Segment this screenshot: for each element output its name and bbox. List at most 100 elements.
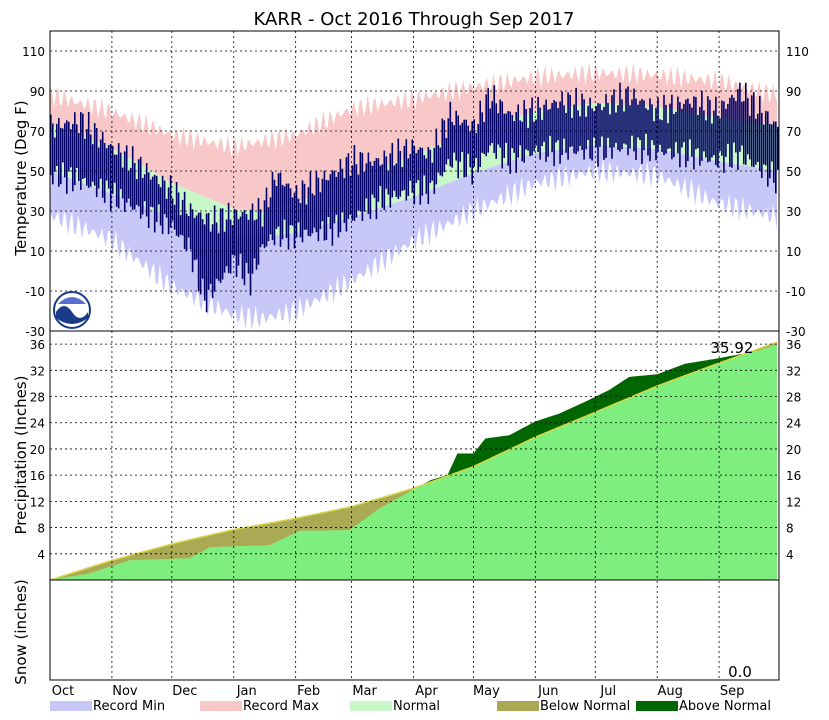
observed-temperature-bar bbox=[325, 179, 328, 240]
observed-temperature-bar bbox=[95, 128, 98, 198]
observed-temperature-bar bbox=[129, 167, 132, 207]
temperature-tick-label-left: -10 bbox=[25, 285, 45, 299]
observed-temperature-bar bbox=[665, 104, 667, 154]
observed-temperature-bar bbox=[117, 143, 120, 209]
observed-temperature-bar bbox=[695, 97, 697, 150]
observed-temperature-bar bbox=[229, 219, 232, 274]
observed-temperature-bar bbox=[617, 105, 619, 150]
observed-temperature-bar bbox=[613, 89, 615, 148]
precipitation-tick-label-right: 8 bbox=[786, 522, 794, 536]
observed-temperature-bar bbox=[625, 88, 627, 145]
observed-temperature-bar bbox=[123, 151, 126, 212]
observed-temperature-bar bbox=[447, 118, 450, 160]
observed-temperature-bar bbox=[753, 92, 755, 168]
observed-temperature-bar bbox=[87, 112, 90, 188]
observed-temperature-bar bbox=[387, 170, 390, 195]
observed-temperature-bar bbox=[703, 110, 705, 152]
observed-temperature-bar bbox=[347, 153, 350, 219]
observed-temperature-bar bbox=[465, 119, 467, 177]
month-tick-label: Apr bbox=[415, 684, 438, 699]
observed-temperature-bar bbox=[279, 172, 282, 247]
observed-temperature-bar bbox=[487, 88, 489, 153]
observed-temperature-bar bbox=[475, 132, 477, 158]
observed-temperature-bar bbox=[165, 198, 168, 218]
observed-temperature-bar bbox=[80, 112, 82, 190]
observed-temperature-bar bbox=[195, 215, 198, 260]
observed-temperature-bar bbox=[84, 138, 86, 178]
legend-label: Above Normal bbox=[679, 699, 771, 714]
observed-temperature-bar bbox=[697, 115, 699, 149]
observed-temperature-bar bbox=[311, 193, 314, 234]
temperature-tick-label-right: -10 bbox=[786, 285, 806, 299]
precipitation-tick-label-right: 16 bbox=[786, 469, 801, 483]
observed-temperature-bar bbox=[505, 113, 507, 143]
observed-temperature-bar bbox=[359, 152, 362, 212]
observed-temperature-bar bbox=[289, 188, 292, 226]
observed-temperature-bar bbox=[547, 109, 549, 157]
precipitation-normal-line bbox=[49, 341, 778, 581]
observed-temperature-bar bbox=[687, 98, 689, 161]
observed-temperature-bar bbox=[459, 125, 461, 162]
observed-temperature-bar bbox=[127, 170, 130, 199]
observed-temperature-bar bbox=[493, 85, 495, 153]
observed-temperature-bar bbox=[64, 123, 66, 178]
legend-label: Below Normal bbox=[540, 699, 630, 714]
observed-temperature-bar bbox=[449, 101, 452, 167]
observed-temperature-bar bbox=[381, 164, 384, 208]
observed-temperature-bar bbox=[183, 191, 186, 249]
observed-temperature-bar bbox=[603, 107, 605, 160]
observed-temperature-bar bbox=[353, 145, 356, 221]
observed-temperature-bar bbox=[615, 112, 617, 143]
observed-temperature-bar bbox=[635, 98, 637, 160]
observed-temperature-bar bbox=[491, 101, 493, 143]
observed-temperature-bar bbox=[623, 111, 625, 144]
observed-temperature-bar bbox=[689, 103, 691, 140]
observed-temperature-bar bbox=[86, 129, 88, 186]
observed-temperature-bar bbox=[135, 179, 138, 205]
observed-temperature-bar bbox=[271, 171, 274, 241]
observed-temperature-bar bbox=[365, 163, 368, 199]
temperature-tick-label-right: 30 bbox=[786, 205, 801, 219]
observed-temperature-bar bbox=[91, 144, 94, 182]
observed-temperature-bar bbox=[163, 180, 166, 214]
precipitation-tick-label-right: 20 bbox=[786, 443, 801, 457]
observed-temperature-bar bbox=[469, 131, 471, 168]
observed-temperature-bar bbox=[533, 121, 535, 152]
observed-temperature-bar bbox=[673, 114, 675, 158]
observed-temperature-bar bbox=[269, 197, 272, 235]
observed-temperature-bar bbox=[72, 124, 74, 192]
observed-temperature-bar bbox=[503, 113, 505, 158]
observed-temperature-bar bbox=[467, 125, 469, 154]
observed-temperature-bar bbox=[237, 219, 240, 266]
observed-temperature-bar bbox=[433, 147, 436, 194]
observed-temperature-bar bbox=[631, 99, 633, 136]
observed-temperature-bar bbox=[161, 175, 164, 235]
observed-temperature-bar bbox=[763, 124, 765, 165]
observed-temperature-bar bbox=[761, 112, 763, 179]
observed-temperature-bar bbox=[243, 210, 246, 286]
observed-temperature-bar bbox=[699, 106, 701, 166]
precipitation-panel: 4 4 8 8 12 12 16 16 20 20 24 24 28 28 32 32 36 36 bbox=[30, 330, 801, 581]
observed-temperature-bar bbox=[607, 102, 609, 138]
observed-temperature-bar bbox=[239, 216, 242, 254]
precipitation-tick-label-left: 28 bbox=[30, 391, 45, 405]
observed-temperature-bar bbox=[399, 150, 402, 197]
observed-temperature-bar bbox=[501, 101, 503, 169]
observed-temperature-bar bbox=[263, 200, 266, 249]
observed-temperature-bar bbox=[587, 105, 589, 140]
observed-temperature-bar bbox=[619, 82, 621, 152]
observed-temperature-bar bbox=[667, 123, 669, 149]
observed-temperature-bar bbox=[131, 146, 134, 210]
observed-temperature-bar bbox=[56, 123, 58, 166]
observed-temperature-bar bbox=[303, 183, 306, 230]
observed-temperature-bar bbox=[419, 147, 422, 205]
precipitation-tick-label-left: 4 bbox=[37, 548, 45, 562]
observed-temperature-bar bbox=[489, 108, 491, 146]
observed-temperature-bar bbox=[425, 158, 428, 194]
observed-temperature-bar bbox=[531, 97, 533, 156]
observed-temperature-bar bbox=[309, 171, 312, 237]
observed-temperature-bar bbox=[535, 119, 537, 146]
observed-temperature-bar bbox=[463, 119, 465, 178]
observed-temperature-bar bbox=[655, 107, 657, 161]
observed-temperature-bar bbox=[345, 157, 348, 232]
